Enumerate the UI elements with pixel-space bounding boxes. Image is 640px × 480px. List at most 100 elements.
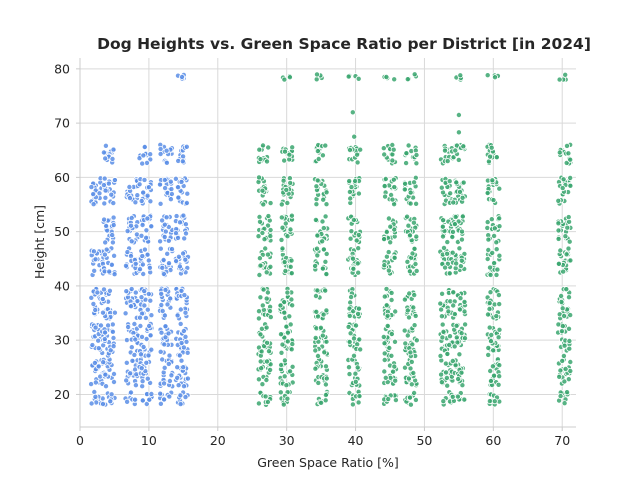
data-point bbox=[111, 370, 118, 377]
data-points bbox=[88, 71, 574, 408]
data-point bbox=[255, 315, 262, 322]
data-point bbox=[407, 349, 414, 356]
data-point bbox=[322, 391, 329, 398]
data-point bbox=[317, 324, 324, 331]
data-point bbox=[491, 225, 498, 232]
data-point bbox=[486, 324, 493, 331]
data-point bbox=[167, 178, 174, 185]
data-point bbox=[439, 334, 446, 341]
data-point bbox=[560, 268, 567, 275]
data-point bbox=[92, 324, 99, 331]
data-point bbox=[457, 295, 464, 302]
data-point bbox=[146, 396, 153, 403]
data-point bbox=[449, 233, 456, 240]
data-point bbox=[406, 394, 413, 401]
data-point bbox=[455, 112, 462, 119]
data-point bbox=[160, 270, 167, 277]
data-point bbox=[162, 185, 169, 192]
data-point bbox=[137, 351, 144, 358]
data-point bbox=[148, 390, 155, 397]
data-point bbox=[131, 320, 138, 327]
data-point bbox=[158, 301, 165, 308]
data-point bbox=[138, 197, 145, 204]
data-point bbox=[319, 332, 326, 339]
data-point bbox=[263, 376, 270, 383]
data-point bbox=[147, 198, 154, 205]
data-point bbox=[110, 343, 117, 350]
data-point bbox=[406, 232, 413, 239]
data-point bbox=[145, 257, 152, 264]
data-point bbox=[88, 381, 95, 388]
data-point bbox=[278, 361, 285, 368]
data-point bbox=[288, 296, 295, 303]
data-point bbox=[456, 245, 463, 252]
data-point bbox=[357, 346, 364, 353]
data-point bbox=[143, 159, 150, 166]
data-point bbox=[124, 228, 131, 235]
data-point bbox=[140, 270, 147, 277]
data-point bbox=[484, 311, 491, 318]
data-point bbox=[556, 149, 563, 156]
x-axis-label: Green Space Ratio [%] bbox=[257, 455, 399, 470]
data-point bbox=[319, 265, 326, 272]
data-point bbox=[564, 142, 571, 149]
data-point bbox=[263, 269, 270, 276]
data-point bbox=[90, 300, 97, 307]
data-point bbox=[385, 249, 392, 256]
data-point bbox=[177, 401, 184, 408]
data-point bbox=[267, 314, 274, 321]
data-point bbox=[161, 312, 168, 319]
data-point bbox=[496, 326, 503, 333]
data-point bbox=[288, 346, 295, 353]
data-point bbox=[407, 189, 414, 196]
data-point bbox=[484, 219, 491, 226]
data-point bbox=[405, 222, 412, 229]
data-point bbox=[138, 294, 145, 301]
data-point bbox=[164, 250, 171, 257]
data-point bbox=[557, 367, 564, 374]
data-point bbox=[173, 257, 180, 264]
data-point bbox=[98, 322, 105, 329]
data-point bbox=[323, 375, 330, 382]
data-point bbox=[381, 368, 388, 375]
data-point bbox=[347, 235, 354, 242]
data-point bbox=[282, 220, 289, 227]
data-point bbox=[560, 352, 567, 359]
data-point bbox=[490, 347, 497, 354]
data-point bbox=[157, 200, 164, 207]
data-point bbox=[454, 339, 461, 346]
data-point bbox=[454, 393, 461, 400]
data-point bbox=[128, 214, 135, 221]
data-point bbox=[89, 342, 96, 349]
data-point bbox=[381, 262, 388, 269]
data-point bbox=[319, 238, 326, 245]
data-point bbox=[127, 370, 134, 377]
data-point bbox=[103, 246, 110, 253]
data-point bbox=[283, 186, 290, 193]
y-tick-label: 40 bbox=[54, 278, 70, 293]
data-point bbox=[381, 356, 388, 363]
data-point bbox=[284, 233, 291, 240]
data-point bbox=[407, 200, 414, 207]
data-point bbox=[267, 263, 274, 270]
data-point bbox=[313, 183, 320, 190]
data-point bbox=[277, 331, 284, 338]
data-point bbox=[101, 175, 108, 182]
data-point bbox=[255, 400, 262, 407]
data-point bbox=[412, 396, 419, 403]
data-point bbox=[256, 271, 263, 278]
x-tick-label: 0 bbox=[76, 433, 84, 448]
data-point bbox=[355, 399, 362, 406]
data-point bbox=[175, 184, 182, 191]
data-point bbox=[323, 189, 330, 196]
data-point bbox=[356, 336, 363, 343]
data-point bbox=[437, 352, 444, 359]
data-point bbox=[406, 290, 413, 297]
data-point bbox=[280, 401, 287, 408]
data-point bbox=[388, 289, 395, 296]
data-point bbox=[140, 189, 147, 196]
data-point bbox=[381, 151, 388, 158]
data-point bbox=[103, 383, 110, 390]
data-point bbox=[381, 350, 388, 357]
data-point bbox=[267, 200, 274, 207]
